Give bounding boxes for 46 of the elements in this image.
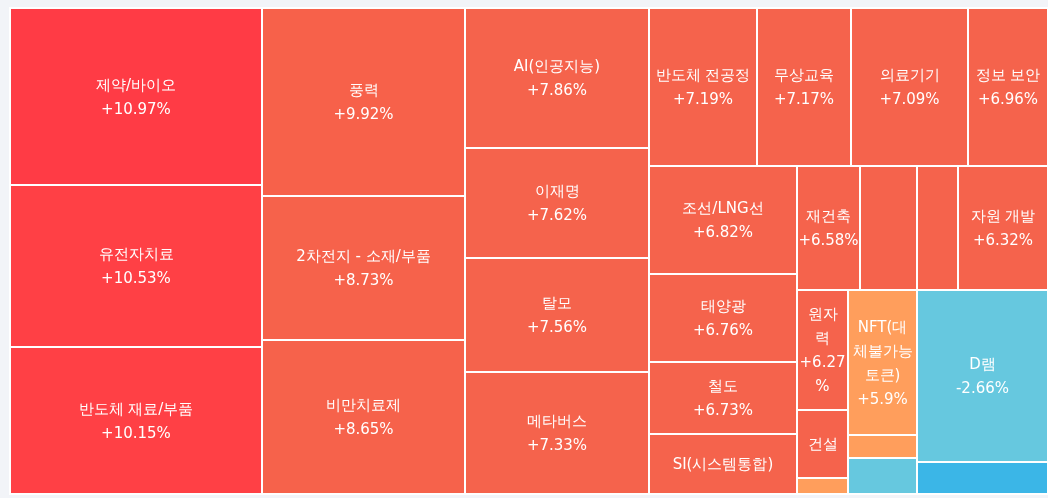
category-label: 정보 보안 [975,66,1041,84]
data-label: +7.09% [879,90,940,108]
category-label: 비만치료제 [326,396,401,414]
category-label: 풍력 [348,81,379,99]
category-label: 유전자치료 [98,245,174,263]
category-label: 조선/LNG선 [682,199,764,217]
data-label: +9.92% [333,105,394,123]
data-label: +6.73% [692,401,754,419]
data-label: +7.19% [672,90,734,108]
data-label: +6.76% [692,321,754,339]
data-label: +8.65% [333,420,394,438]
data-label: +7.17% [773,90,835,108]
category-label: 메타버스 [527,412,587,430]
data-label: +6.96% [977,90,1039,108]
category-label: 이재명 [534,182,580,200]
category-label: 원자력 [807,305,838,347]
category-label: 재건축 [806,207,851,225]
category-label: 건설 [807,435,838,453]
data-label: -2.66% [955,379,1010,397]
data-label: +10.53% [101,269,171,287]
data-label: +7.62% [526,206,588,224]
category-label: 의료기기 [879,66,940,84]
category-label: 자원 개발 [970,207,1036,225]
data-label: +6.32% [972,231,1034,249]
category-label: NFT(대체불가능토큰) [852,317,913,384]
category-label: SI(시스템통합) [672,455,774,473]
data-label: +6.82% [692,223,754,241]
category-label: 2차전지 - 소재/부품 [296,247,431,265]
data-label: +5.9% [857,389,908,408]
category-label: 태양광 [700,297,746,315]
category-label: 반도체 전공정 [655,66,751,84]
category-label: 반도체 재료/부품 [78,399,194,418]
category-label: 탈모 [542,294,572,312]
data-label: +6.27% [799,353,846,395]
category-label: 제약/바이오 [95,75,177,94]
data-label: +7.56% [526,318,588,336]
data-label: +10.97% [101,99,171,118]
category-label: D램 [969,355,996,373]
data-label: +7.86% [526,81,588,99]
data-label: +10.15% [101,423,171,442]
data-label: +7.33% [526,436,588,454]
category-label: AI(인공지능) [513,57,601,75]
category-label: 철도 [708,377,738,395]
category-label: 무상교육 [774,66,834,84]
data-label: +6.58% [798,231,859,249]
data-label: +8.73% [333,271,394,289]
